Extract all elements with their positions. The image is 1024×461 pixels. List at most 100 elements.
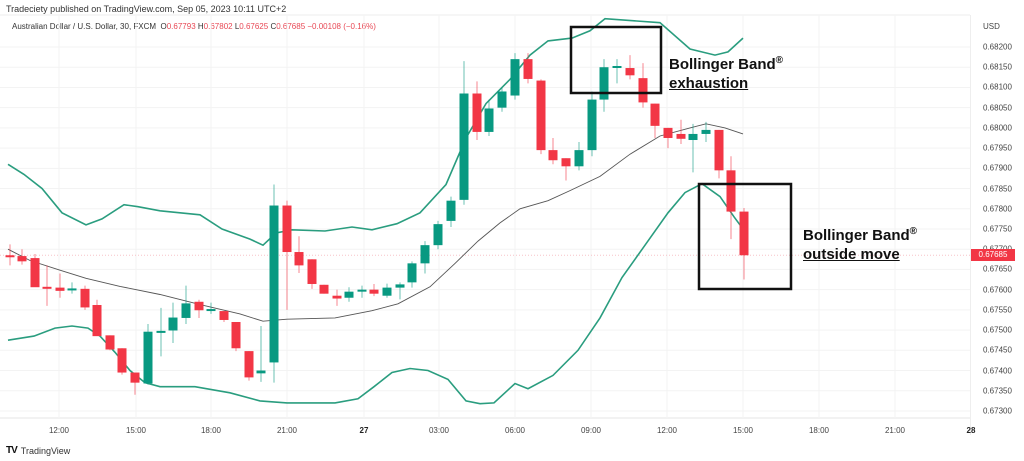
annotation-outside-title: Bollinger Band	[803, 227, 910, 244]
price-tick: 0.67400	[983, 366, 1012, 376]
price-tick: 0.67750	[983, 224, 1012, 234]
price-tick: 0.68100	[983, 82, 1012, 92]
candle-up	[206, 309, 216, 312]
candle-up	[484, 108, 494, 132]
price-tick: 0.67450	[983, 345, 1012, 355]
low-label: L	[234, 22, 240, 31]
candle-down	[307, 259, 317, 284]
candle-up	[344, 291, 354, 298]
time-tick: 18:00	[200, 426, 222, 435]
candle-down	[17, 256, 27, 262]
annotation-outside-sub: outside move	[803, 246, 900, 263]
candle-down	[663, 127, 673, 138]
close-label: C	[270, 22, 277, 31]
price-tick: 0.68200	[983, 42, 1012, 52]
high-label: H	[197, 22, 204, 31]
registered-mark: ®	[775, 55, 784, 66]
candle-up	[599, 67, 609, 100]
close-value: 0.67685	[276, 22, 306, 31]
tradingview-logo-text: TradingView	[20, 445, 71, 456]
bollinger-basis	[7, 123, 744, 322]
candle-up	[420, 245, 430, 264]
candle-up	[407, 263, 417, 283]
price-tick: 0.67850	[983, 184, 1012, 194]
candle-down	[117, 348, 127, 373]
candle-down	[548, 150, 558, 161]
candle-down	[726, 170, 736, 212]
price-tick: 0.67350	[983, 386, 1012, 396]
tradingview-logo[interactable]: TV TradingView	[6, 445, 70, 456]
price-tick: 0.67600	[983, 285, 1012, 295]
candle-down	[319, 284, 329, 294]
publisher-line: Tradeciety published on TradingView.com,…	[6, 4, 287, 14]
time-tick: 15:00	[732, 426, 754, 435]
last-price-badge: 0.67685	[971, 249, 1015, 262]
time-tick: 12:00	[656, 426, 678, 435]
price-tick: 0.67800	[983, 204, 1012, 214]
candle-up	[497, 91, 507, 108]
symbol-name: Australian Dollar / U.S. Dollar, 30, FXC…	[12, 22, 157, 31]
time-tick: 18:00	[808, 426, 830, 435]
currency-label: USD	[983, 22, 1000, 31]
candle-up	[574, 150, 584, 167]
candle-up	[357, 289, 367, 292]
annotation-exhaustion: Bollinger Band® exhaustion	[669, 51, 783, 93]
open-label: O	[160, 22, 167, 31]
time-tick: 28	[966, 426, 976, 435]
price-tick: 0.68150	[983, 62, 1012, 72]
candle-up	[256, 370, 266, 374]
high-value: 0.67802	[203, 22, 233, 31]
candle-down	[625, 68, 635, 76]
candle-down	[244, 351, 254, 378]
candle-down	[369, 289, 379, 294]
candle-up	[510, 59, 520, 96]
outside-move-box	[697, 182, 793, 291]
time-tick: 21:00	[276, 426, 298, 435]
candle-up	[688, 133, 698, 141]
candle-up	[382, 287, 392, 296]
time-tick: 15:00	[125, 426, 147, 435]
candle-down	[130, 372, 140, 383]
candle-down	[523, 59, 533, 79]
candle-down	[650, 103, 660, 126]
price-tick: 0.67500	[983, 325, 1012, 335]
price-axis[interactable]: USD 0.68200 0.68150 0.68100 0.68050 0.68000 0…	[970, 15, 1024, 435]
candle-down	[55, 287, 65, 291]
candle-down	[294, 252, 304, 266]
time-tick: 09:00	[580, 426, 602, 435]
price-tick: 0.68000	[983, 123, 1012, 133]
candle-down	[561, 158, 571, 167]
annotation-outside-move: Bollinger Band® outside move	[803, 222, 917, 264]
symbol-legend: Australian Dollar / U.S. Dollar, 30, FXC…	[12, 22, 376, 31]
tradingview-logo-icon: TV	[6, 445, 18, 456]
candle-up	[612, 66, 622, 69]
price-tick: 0.68050	[983, 103, 1012, 113]
candle-down	[282, 205, 292, 253]
exhaustion-box	[569, 25, 663, 95]
candle-up	[181, 303, 191, 318]
candle-down	[332, 295, 342, 299]
candle-down	[80, 288, 90, 308]
candle-down	[231, 321, 241, 349]
price-tick: 0.67900	[983, 163, 1012, 173]
candle-down	[219, 311, 229, 320]
candle-down	[30, 258, 40, 288]
time-tick: 12:00	[48, 426, 70, 435]
time-tick: 06:00	[504, 426, 526, 435]
time-tick: 21:00	[884, 426, 906, 435]
candle-up	[587, 99, 597, 151]
candle-down	[5, 255, 15, 258]
price-tick: 0.67300	[983, 406, 1012, 416]
candle-up	[269, 205, 279, 363]
price-tick: 0.67650	[983, 264, 1012, 274]
candle-down	[739, 211, 749, 256]
open-value: 0.67793	[166, 22, 196, 31]
change-value: −0.00108 (−0.16%)	[307, 22, 376, 31]
lower-bollinger-band	[7, 182, 747, 405]
candlestick-chart[interactable]	[0, 0, 970, 461]
candle-down	[92, 305, 102, 337]
candle-down	[536, 80, 546, 151]
time-tick: 03:00	[428, 426, 450, 435]
candle-down	[105, 335, 115, 350]
candle-up	[395, 284, 405, 288]
